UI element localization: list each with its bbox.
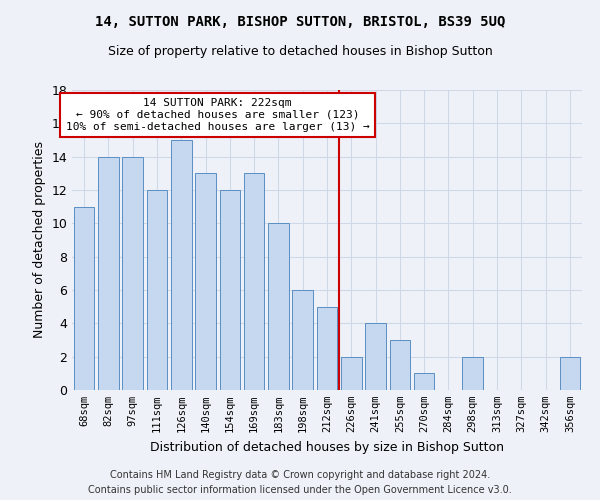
Bar <box>268 224 289 390</box>
Bar <box>244 174 265 390</box>
Bar <box>195 174 216 390</box>
Bar <box>146 190 167 390</box>
Bar <box>122 156 143 390</box>
Bar <box>171 140 191 390</box>
Bar <box>463 356 483 390</box>
Text: 14 SUTTON PARK: 222sqm
← 90% of detached houses are smaller (123)
10% of semi-de: 14 SUTTON PARK: 222sqm ← 90% of detached… <box>66 98 370 132</box>
Text: 14, SUTTON PARK, BISHOP SUTTON, BRISTOL, BS39 5UQ: 14, SUTTON PARK, BISHOP SUTTON, BRISTOL,… <box>95 15 505 29</box>
Bar <box>292 290 313 390</box>
Text: Size of property relative to detached houses in Bishop Sutton: Size of property relative to detached ho… <box>107 45 493 58</box>
Bar <box>74 206 94 390</box>
Y-axis label: Number of detached properties: Number of detached properties <box>33 142 46 338</box>
Bar <box>365 324 386 390</box>
Bar <box>317 306 337 390</box>
Bar <box>98 156 119 390</box>
Bar <box>560 356 580 390</box>
Bar <box>220 190 240 390</box>
Bar <box>414 374 434 390</box>
X-axis label: Distribution of detached houses by size in Bishop Sutton: Distribution of detached houses by size … <box>150 440 504 454</box>
Bar <box>389 340 410 390</box>
Text: Contains public sector information licensed under the Open Government Licence v3: Contains public sector information licen… <box>88 485 512 495</box>
Text: Contains HM Land Registry data © Crown copyright and database right 2024.: Contains HM Land Registry data © Crown c… <box>110 470 490 480</box>
Bar <box>341 356 362 390</box>
